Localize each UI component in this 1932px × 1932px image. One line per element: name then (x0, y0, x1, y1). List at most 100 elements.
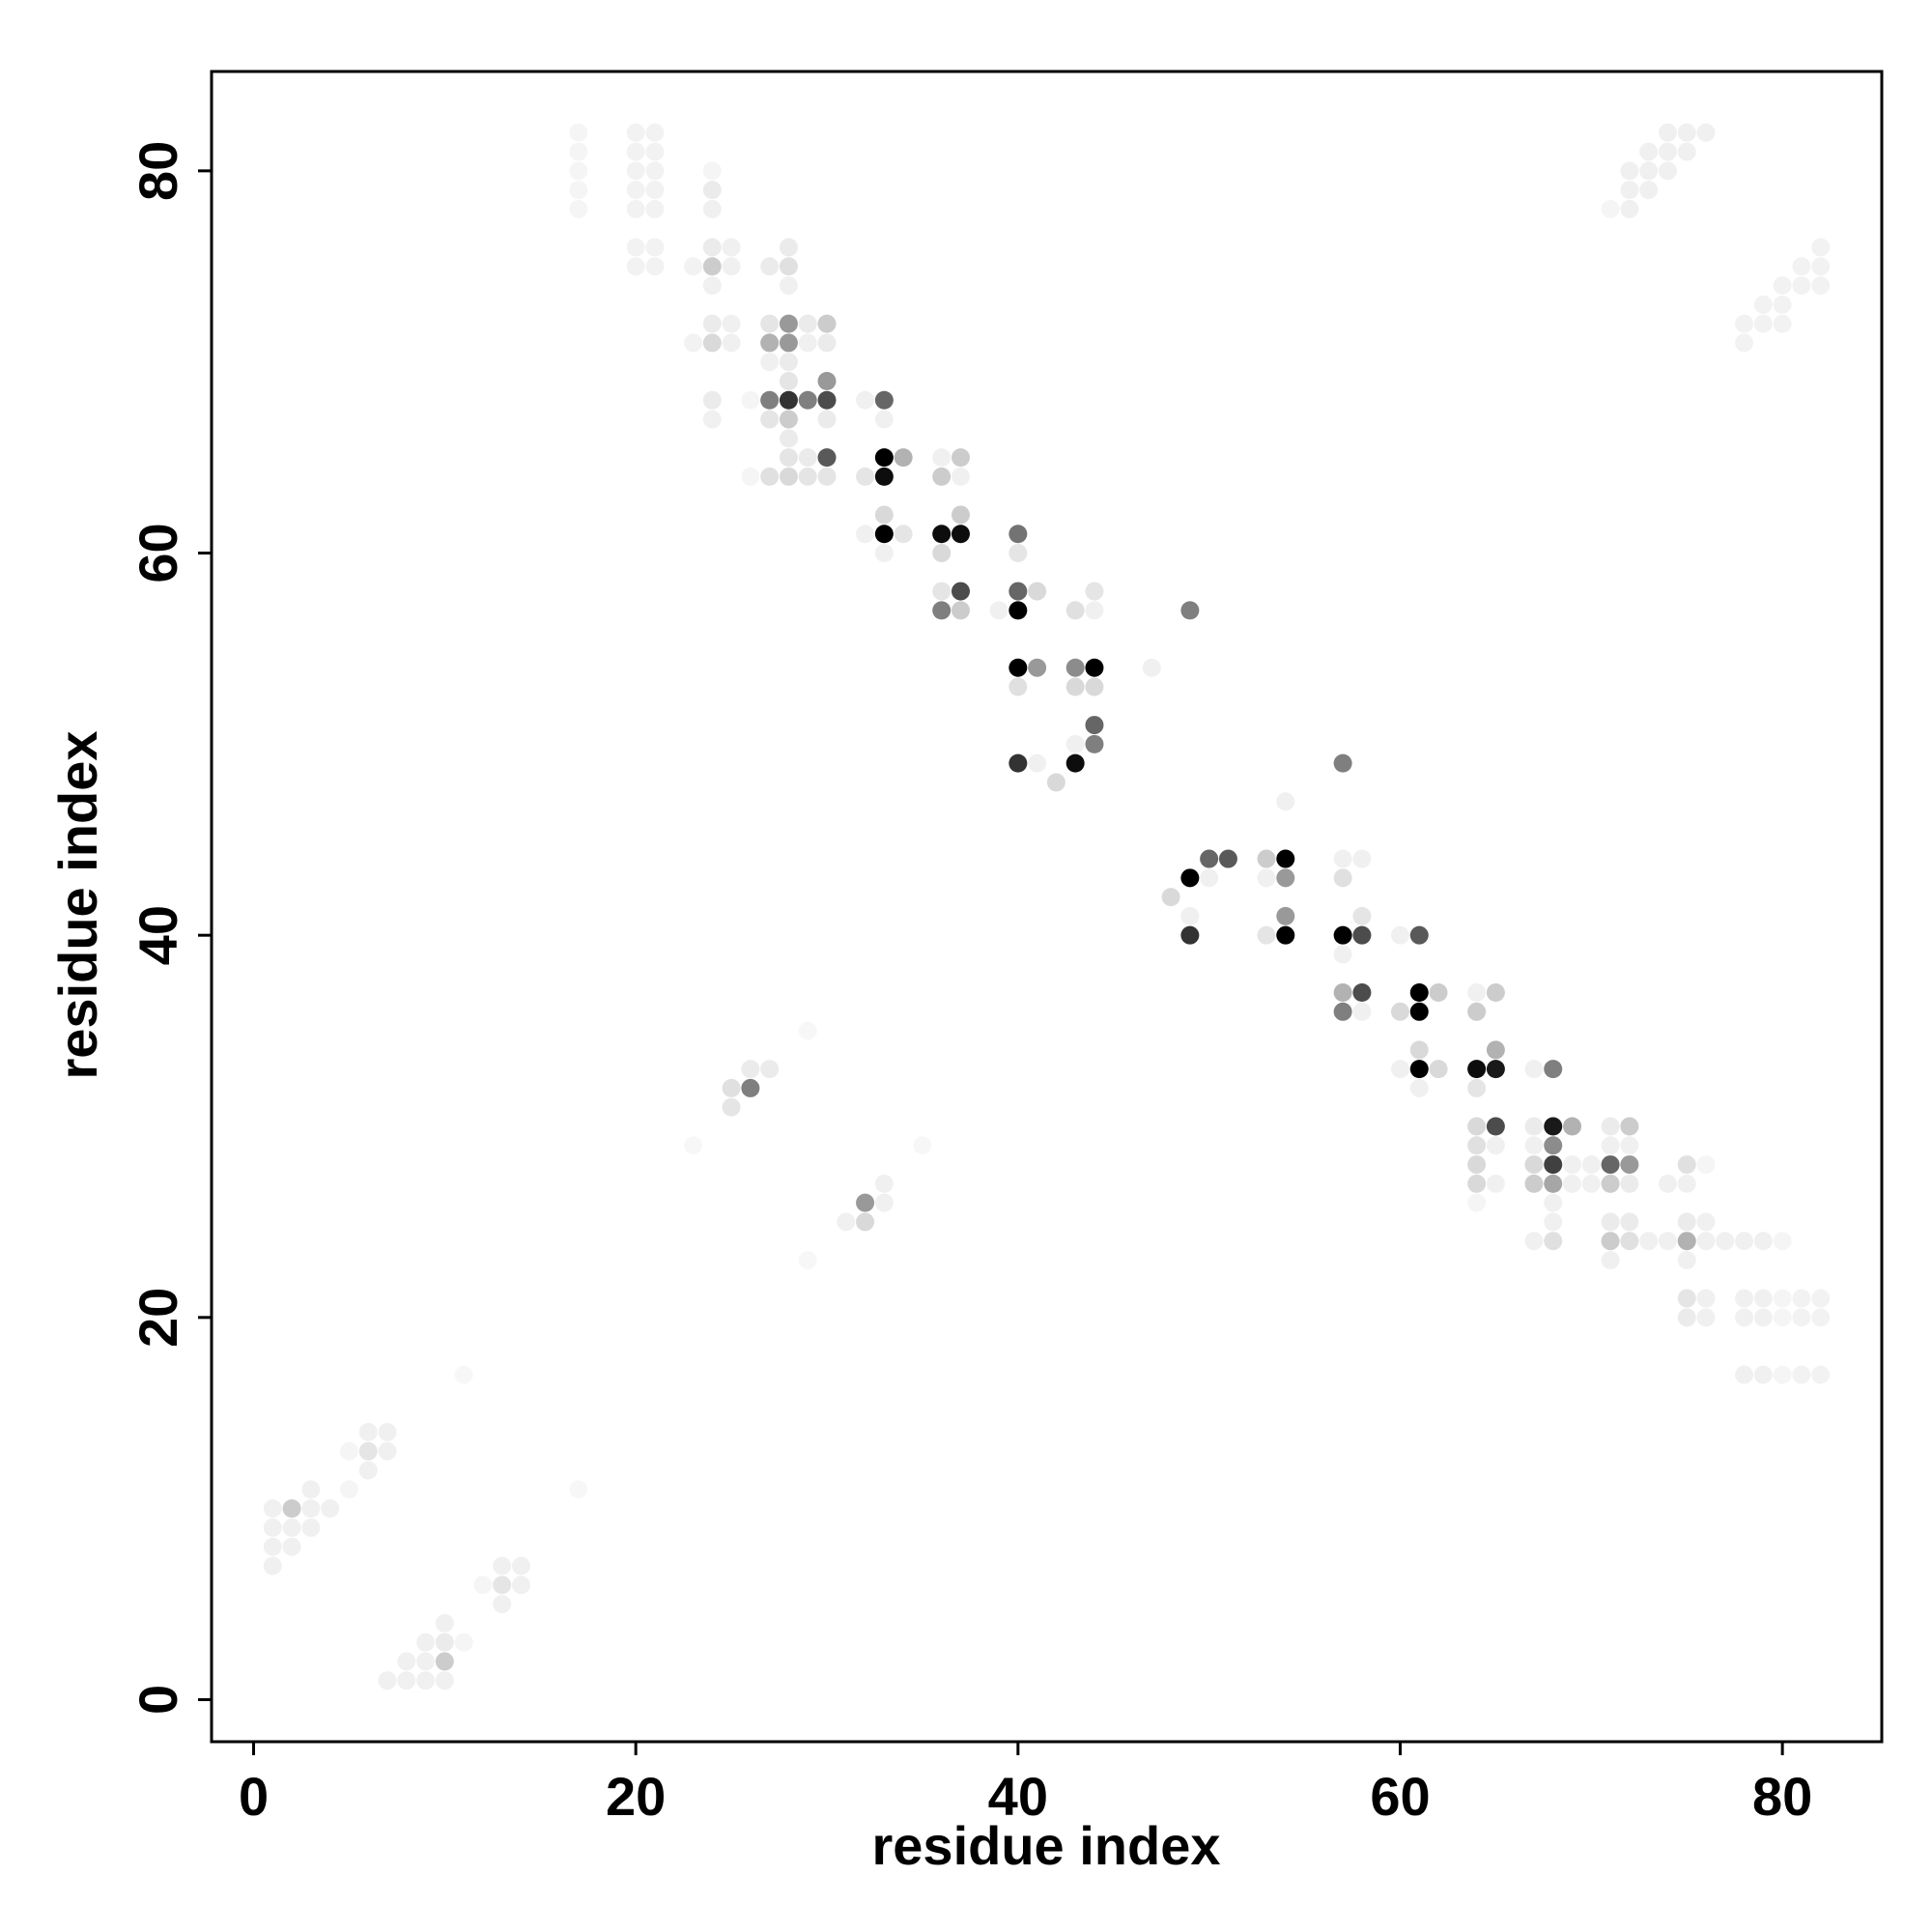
contact-point (894, 525, 913, 544)
contact-point (1544, 1193, 1563, 1212)
contact-point (1180, 601, 1200, 620)
contact-point (779, 371, 798, 390)
contact-point (856, 390, 875, 410)
contact-point (1696, 1289, 1716, 1308)
contact-point (1620, 161, 1639, 181)
contact-point (358, 1461, 378, 1480)
contact-point (1677, 123, 1696, 142)
contact-point (1620, 1155, 1639, 1175)
contact-point (1620, 1212, 1639, 1232)
contact-point (569, 1480, 587, 1498)
contact-point (1716, 1232, 1735, 1251)
contact-point (1658, 1232, 1677, 1251)
contact-point (511, 1576, 530, 1595)
contact-point (1333, 925, 1352, 945)
contact-point (645, 257, 665, 276)
contact-point (1658, 161, 1677, 181)
contact-point (1601, 1136, 1620, 1155)
contact-point (1811, 238, 1831, 257)
contact-point (1486, 1040, 1505, 1060)
y-tick-label: 40 (128, 905, 188, 965)
contact-point (569, 142, 588, 161)
contact-point (1773, 1232, 1792, 1251)
contact-point (741, 1060, 760, 1079)
contact-point (493, 1556, 512, 1576)
contact-point (1028, 753, 1047, 773)
contact-point (416, 1652, 436, 1671)
contact-point (1601, 1174, 1620, 1193)
contact-point (645, 199, 665, 218)
contact-point (1735, 1289, 1754, 1308)
contact-point (1085, 601, 1104, 620)
contact-point (1065, 601, 1085, 620)
contact-point (1639, 181, 1659, 200)
contact-point (1735, 314, 1754, 333)
contact-point (1792, 1289, 1811, 1308)
contact-point (1811, 1308, 1831, 1327)
x-tick-label: 80 (1752, 1766, 1812, 1827)
contact-point (435, 1671, 454, 1690)
contact-point (569, 181, 588, 200)
contact-point (1544, 1060, 1563, 1079)
contact-point (1352, 925, 1372, 945)
contact-point (1620, 1232, 1639, 1251)
contact-point (779, 353, 798, 372)
contact-point (1524, 1136, 1544, 1155)
contact-point (1601, 1117, 1620, 1136)
contact-point (1065, 677, 1085, 696)
contact-point (1257, 868, 1276, 888)
contact-point (1620, 181, 1639, 200)
contact-point (1333, 753, 1352, 773)
contact-point (1085, 716, 1104, 735)
contact-point (1467, 1136, 1487, 1155)
contact-point (301, 1518, 321, 1537)
contact-point (817, 467, 837, 486)
contact-point (626, 123, 645, 142)
contact-point (1467, 983, 1487, 1003)
contact-point (874, 467, 894, 486)
contact-point (435, 1613, 454, 1633)
contact-point (282, 1537, 301, 1556)
contact-point (1390, 1060, 1409, 1079)
contact-point (932, 525, 952, 544)
contact-point (1180, 925, 1200, 945)
contact-point (1467, 1174, 1487, 1193)
contact-point (1620, 1117, 1639, 1136)
contact-point (702, 161, 722, 181)
contact-point (1390, 1002, 1409, 1021)
contact-point (1544, 1174, 1563, 1193)
contact-point (1620, 1136, 1639, 1155)
contact-point (1524, 1117, 1544, 1136)
contact-point (779, 257, 798, 276)
contact-point (301, 1499, 321, 1519)
contact-point (1467, 1002, 1487, 1021)
contact-point (779, 390, 798, 410)
contact-point (1792, 1308, 1811, 1327)
contact-point (339, 1480, 358, 1499)
contact-point (1257, 849, 1276, 868)
contact-point (1753, 1289, 1773, 1308)
contact-point (817, 333, 837, 353)
contact-point (416, 1671, 436, 1690)
contact-point (1200, 868, 1219, 888)
contact-point (1811, 1365, 1831, 1384)
contact-point (1409, 1040, 1429, 1060)
contact-point (951, 525, 970, 544)
contact-point (799, 1251, 817, 1269)
contact-point (1429, 1060, 1448, 1079)
contact-point (874, 410, 894, 429)
contact-point (1085, 734, 1104, 753)
contact-point (702, 181, 722, 200)
contact-point (1811, 1289, 1831, 1308)
contact-point (1524, 1060, 1544, 1079)
contact-point (779, 467, 798, 486)
contact-point (722, 314, 741, 333)
contact-point (1792, 1365, 1811, 1384)
contact-point (358, 1441, 378, 1461)
contact-point (1009, 753, 1028, 773)
contact-point (1046, 773, 1065, 792)
x-axis-title: residue index (871, 1815, 1220, 1876)
contact-point (702, 390, 722, 410)
contact-point (1524, 1174, 1544, 1193)
